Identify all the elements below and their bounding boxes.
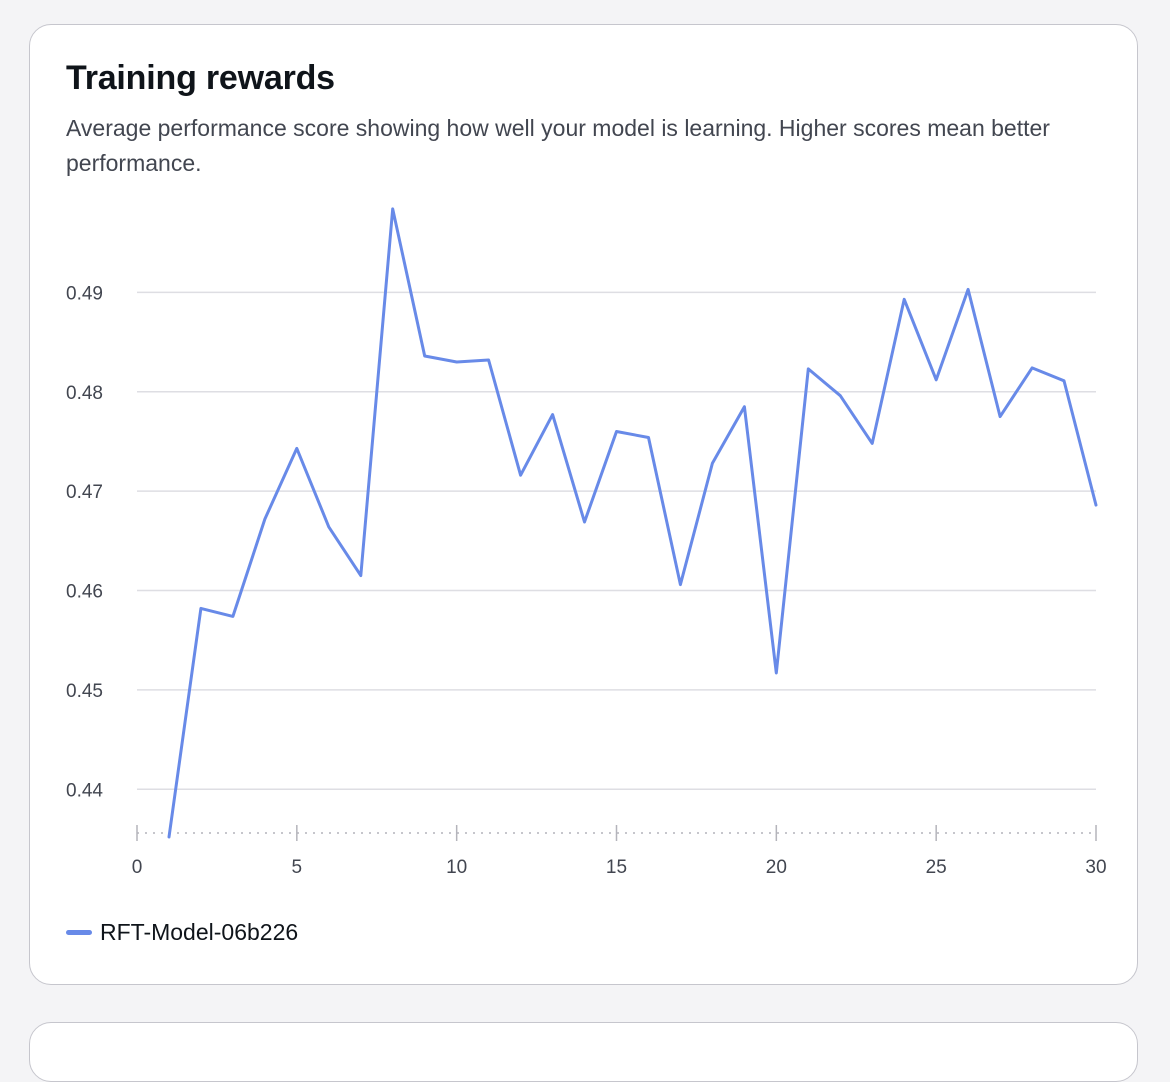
x-tick-label: 30	[1085, 857, 1106, 878]
series-line-0	[167, 207, 1098, 839]
x-tick-label: 25	[926, 857, 947, 878]
series-layer	[167, 207, 1098, 839]
training-rewards-card: Training rewards Average performance sco…	[29, 24, 1138, 985]
x-tick-label: 0	[132, 857, 143, 878]
legend-label-series-0: RFT-Model-06b226	[100, 919, 299, 945]
x-tick-label: 5	[292, 857, 303, 878]
card-title: Training rewards	[66, 59, 335, 97]
y-tick-label: 0.48	[66, 383, 103, 404]
legend-swatch	[66, 930, 92, 935]
x-axis-ticks: 0 5 10 15 20 25 30	[132, 825, 1107, 878]
x-tick-label: 15	[606, 857, 627, 878]
x-tick-label: 20	[766, 857, 787, 878]
y-tick-label: 0.49	[66, 283, 103, 304]
y-tick-label: 0.44	[66, 780, 103, 801]
training-rewards-chart: 0.44 0.45 0.46 0.47 0.48 0.49 0 5 10 15 20 25 30	[66, 207, 1107, 878]
y-tick-label: 0.47	[66, 482, 103, 503]
grid-lines	[137, 291, 1096, 791]
y-tick-label: 0.45	[66, 681, 103, 702]
next-card	[29, 1022, 1138, 1082]
y-tick-label: 0.46	[66, 582, 103, 603]
x-tick-label: 10	[446, 857, 467, 878]
chart-legend: RFT-Model-06b226	[66, 919, 298, 946]
y-axis-ticks: 0.44 0.45 0.46 0.47 0.48 0.49	[66, 283, 103, 801]
card-subtitle: Average performance score showing how we…	[66, 115, 1050, 176]
